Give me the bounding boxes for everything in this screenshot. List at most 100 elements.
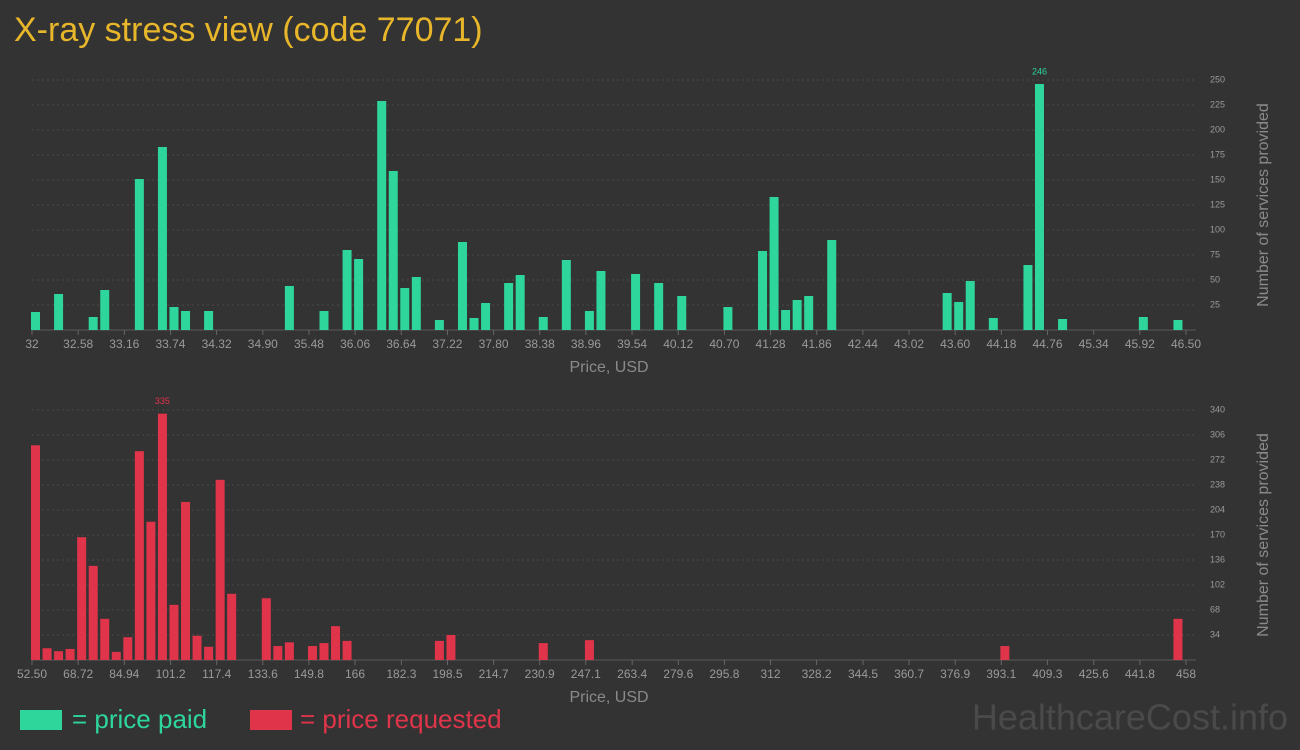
x-tick-label: 425.6	[1079, 667, 1109, 681]
y-tick-label: 200	[1210, 124, 1225, 134]
bar	[457, 242, 467, 330]
x-tick-label: 43.02	[894, 337, 924, 351]
legend-swatch	[250, 710, 292, 730]
bar	[157, 147, 167, 330]
x-tick-label: 360.7	[894, 667, 924, 681]
bar	[273, 646, 283, 660]
y-axis-title: Number of services provided	[1255, 103, 1272, 307]
x-tick-label: 214.7	[479, 667, 509, 681]
bar	[1173, 618, 1183, 660]
x-tick-label: 117.4	[202, 667, 231, 681]
x-tick-label: 32	[25, 337, 39, 351]
y-tick-label: 272	[1210, 454, 1225, 464]
x-tick-label: 38.38	[525, 337, 555, 351]
x-tick-label: 182.3	[386, 667, 416, 681]
bar	[77, 537, 87, 660]
y-tick-label: 68	[1210, 604, 1220, 614]
bar	[123, 637, 133, 660]
bar	[965, 281, 975, 330]
x-axis-title: Price, USD	[569, 359, 648, 376]
x-tick-label: 101.2	[156, 667, 186, 681]
y-tick-label: 340	[1210, 404, 1225, 414]
x-tick-label: 312	[760, 667, 780, 681]
bar	[631, 274, 641, 330]
x-tick-label: 45.34	[1079, 337, 1109, 351]
bar	[169, 307, 179, 330]
bar	[1000, 646, 1010, 660]
x-tick-label: 68.72	[63, 667, 93, 681]
y-tick-label: 75	[1210, 249, 1220, 259]
bar	[758, 251, 768, 330]
x-tick-label: 35.48	[294, 337, 324, 351]
bar	[515, 275, 525, 330]
watermark: HealthcareCost.info	[972, 697, 1288, 738]
bar	[204, 646, 214, 660]
bar	[434, 640, 444, 660]
bar	[331, 626, 341, 660]
bar	[561, 260, 571, 330]
bar	[100, 618, 110, 660]
x-tick-label: 166	[345, 667, 365, 681]
x-tick-label: 263.4	[617, 667, 647, 681]
x-tick-label: 376.9	[940, 667, 970, 681]
bar	[769, 197, 779, 330]
bar	[1173, 320, 1183, 330]
x-tick-label: 230.9	[525, 667, 555, 681]
x-tick-label: 247.1	[571, 667, 601, 681]
bar	[192, 635, 202, 660]
bar	[342, 250, 352, 330]
x-tick-label: 344.5	[848, 667, 878, 681]
peak-label: 335	[155, 396, 170, 406]
bar	[804, 296, 814, 330]
y-tick-label: 175	[1210, 149, 1225, 159]
x-tick-label: 34.90	[248, 337, 278, 351]
x-tick-label: 36.64	[386, 337, 416, 351]
x-tick-label: 328.2	[802, 667, 832, 681]
bar	[31, 445, 40, 660]
x-tick-label: 45.92	[1125, 337, 1155, 351]
bar	[469, 318, 479, 330]
bar	[111, 651, 121, 660]
bar	[988, 318, 998, 330]
x-tick-label: 39.54	[617, 337, 647, 351]
y-tick-label: 238	[1210, 479, 1225, 489]
x-tick-label: 295.8	[709, 667, 739, 681]
bar	[481, 303, 491, 330]
bar	[134, 179, 144, 330]
bar	[354, 259, 364, 330]
bar	[146, 521, 156, 660]
y-tick-label: 125	[1210, 199, 1225, 209]
bar	[1034, 84, 1044, 330]
bar	[54, 651, 64, 660]
x-tick-label: 84.94	[109, 667, 139, 681]
bar	[400, 288, 410, 330]
y-tick-label: 34	[1210, 629, 1220, 639]
x-tick-label: 44.76	[1033, 337, 1063, 351]
bar	[596, 271, 606, 330]
x-tick-label: 33.16	[109, 337, 139, 351]
bar	[954, 302, 964, 330]
bar	[284, 286, 294, 330]
x-tick-label: 44.18	[986, 337, 1016, 351]
x-axis-title: Price, USD	[569, 689, 648, 706]
x-tick-label: 34.32	[202, 337, 232, 351]
bar	[134, 451, 144, 660]
bar	[157, 413, 167, 660]
y-tick-label: 150	[1210, 174, 1225, 184]
bar	[227, 593, 237, 660]
bar	[1023, 265, 1033, 330]
legend-label: = price paid	[72, 704, 207, 734]
y-tick-label: 102	[1210, 579, 1225, 589]
legend-swatch	[20, 710, 62, 730]
x-tick-label: 43.60	[940, 337, 970, 351]
bar	[319, 311, 329, 330]
x-tick-label: 41.28	[756, 337, 786, 351]
legend-label: = price requested	[300, 704, 502, 734]
bar	[31, 312, 40, 330]
x-tick-label: 37.22	[432, 337, 462, 351]
bar	[181, 311, 191, 330]
x-tick-label: 133.6	[248, 667, 278, 681]
y-tick-label: 306	[1210, 429, 1225, 439]
x-tick-label: 40.70	[709, 337, 739, 351]
